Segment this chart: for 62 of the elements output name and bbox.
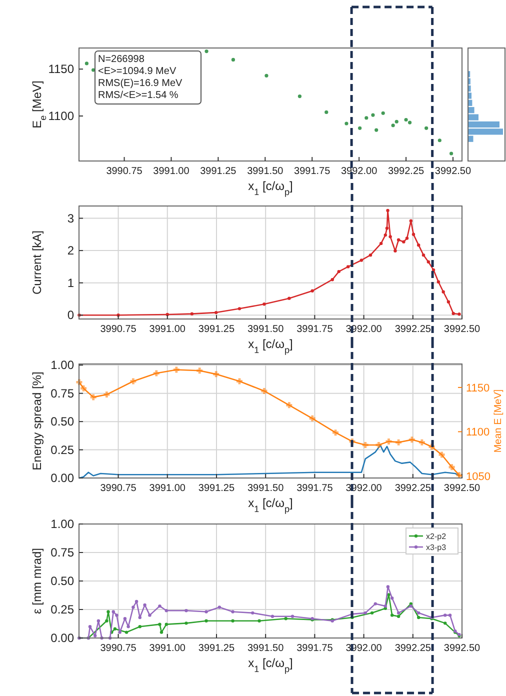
y-tick-label: 1 bbox=[67, 276, 74, 290]
x-tick-label: 3991.25 bbox=[198, 643, 235, 654]
x-tick-label: 3991.50 bbox=[247, 166, 284, 177]
x-tick-label: 3992.25 bbox=[394, 483, 432, 494]
x-tick-label: 3992.50 bbox=[444, 643, 481, 654]
x-tick-label: 3991.50 bbox=[248, 483, 284, 494]
y-tick-label: 2 bbox=[67, 244, 74, 258]
x-tick-label: 3992.50 bbox=[444, 324, 481, 335]
y-axis-title: Current [kA] bbox=[30, 230, 44, 295]
x-axis-title: x$_{1}$ [c/ω$_{p}$] bbox=[248, 656, 293, 674]
y-tick-label: 0.50 bbox=[50, 574, 74, 588]
x-tick-label: 3991.00 bbox=[149, 643, 186, 654]
x-tick-label: 3991.25 bbox=[198, 324, 235, 335]
x-tick-label: 3992.25 bbox=[394, 643, 432, 654]
annotation: RMS/<E>=1.54 % bbox=[98, 90, 178, 101]
x-tick-label: 3991.50 bbox=[248, 643, 284, 654]
legend-label: x2-p2 bbox=[426, 532, 447, 541]
annotation: N=266998 bbox=[98, 54, 145, 65]
y-tick-label: 1100 bbox=[48, 108, 74, 123]
x-tick-label: 3991.25 bbox=[198, 483, 235, 494]
x-axis-title: x$_{1}$ [c/ω$_{p}$] bbox=[248, 179, 293, 197]
x-tick-label: 3992.50 bbox=[434, 166, 472, 177]
x-tick-label: 3991.00 bbox=[149, 324, 186, 335]
x-tick-label: 3991.25 bbox=[200, 166, 237, 177]
y-tick-label: 0.75 bbox=[50, 546, 74, 560]
x-tick-label: 3992.00 bbox=[340, 166, 378, 177]
x-tick-label: 3991.75 bbox=[294, 166, 331, 177]
y2-axis-title: Mean E [MeV] bbox=[493, 389, 504, 453]
y2-tick-label: 1050 bbox=[466, 470, 490, 483]
y2-tick-label: 1150 bbox=[466, 382, 490, 394]
legend-label: x3-p3 bbox=[426, 543, 447, 552]
x-tick-label: 3991.75 bbox=[296, 324, 334, 335]
y-axis-title: Energy spread [%] bbox=[30, 372, 44, 470]
y-tick-label: 0.50 bbox=[50, 414, 74, 429]
y-axis-title: ε [mm mrad] bbox=[30, 548, 44, 614]
annotation: <E>=1094.9 MeV bbox=[98, 66, 176, 77]
x-tick-label: 3991.00 bbox=[153, 166, 190, 177]
y-tick-label: 1150 bbox=[48, 62, 74, 76]
x-tick-label: 3990.75 bbox=[100, 483, 137, 494]
x-axis-title: x$_{1}$ [c/ω$_{p}$] bbox=[248, 337, 293, 355]
annotation: RMS(E)=16.9 MeV bbox=[98, 78, 183, 89]
x-tick-label: 3992.25 bbox=[394, 324, 432, 335]
y-tick-label: 0.25 bbox=[50, 442, 74, 457]
y-tick-label: 1.00 bbox=[50, 517, 74, 531]
y-tick-label: 0.75 bbox=[50, 386, 74, 400]
y-tick-label: 0.00 bbox=[50, 471, 74, 485]
x-axis-title: x$_{1}$ [c/ω$_{p}$] bbox=[248, 496, 293, 514]
y-tick-label: 0 bbox=[67, 308, 74, 322]
y-tick-label: 0.25 bbox=[50, 602, 74, 616]
y-tick-label: 1.00 bbox=[50, 358, 74, 372]
x-tick-label: 3991.50 bbox=[248, 324, 284, 335]
x-tick-label: 3992.50 bbox=[444, 483, 481, 494]
x-tick-label: 3991.75 bbox=[296, 643, 334, 654]
x-tick-label: 3990.75 bbox=[106, 166, 143, 177]
y2-tick-label: 1100 bbox=[466, 426, 490, 439]
x-tick-label: 3992.25 bbox=[388, 166, 425, 177]
x-tick-label: 3990.75 bbox=[100, 643, 137, 654]
y-tick-label: 0.00 bbox=[50, 631, 74, 645]
y-tick-label: 3 bbox=[67, 211, 74, 226]
x-tick-label: 3991.00 bbox=[149, 483, 186, 494]
x-tick-label: 3990.75 bbox=[100, 324, 137, 335]
x-tick-label: 3991.75 bbox=[296, 483, 334, 494]
